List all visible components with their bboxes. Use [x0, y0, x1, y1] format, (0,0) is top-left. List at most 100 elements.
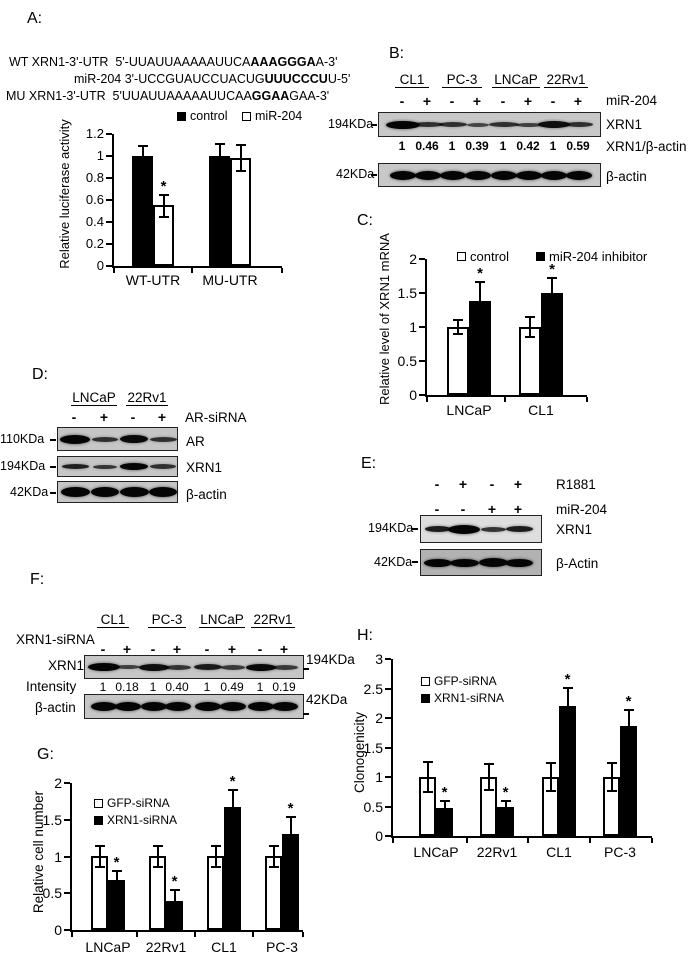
bar-control: [209, 156, 230, 266]
lane-sign: +: [99, 409, 109, 425]
error-cap: [562, 723, 573, 726]
legend-swatch: [177, 112, 186, 121]
y-tick: [419, 326, 425, 328]
protein-band: [119, 487, 149, 497]
band-value: 0.59: [566, 139, 590, 153]
treatment-label: miR-204: [606, 93, 658, 108]
protein-band: [92, 436, 118, 442]
legend-swatch: [421, 694, 430, 703]
lane-sign: +: [513, 476, 523, 492]
error-bar: [156, 846, 159, 867]
protein-band: [480, 526, 506, 532]
blot-label: 42KDa: [374, 555, 413, 569]
y-tick-label: 0: [96, 258, 104, 273]
bar-xrn1-sirna: [166, 901, 183, 930]
legend-label: control: [190, 109, 228, 123]
error-cap: [453, 319, 463, 322]
lane-sign: -: [150, 641, 156, 657]
bar-control: [447, 327, 469, 395]
lane-sign: -: [500, 93, 506, 109]
blot-box: [378, 163, 601, 187]
y-tick: [385, 687, 391, 690]
y-tick-label: 0.5: [42, 885, 62, 902]
sequence-line-mir204: miR-204 3'-UCCGUAUCCUACUGUUUCCCUU-5': [74, 72, 351, 86]
protein-band: [505, 526, 533, 532]
blot-box: [420, 515, 542, 543]
lane-sign: -: [399, 93, 405, 109]
error-cap: [210, 865, 221, 868]
protein-band: [467, 122, 489, 127]
treatment-label: miR-204: [556, 502, 608, 517]
cell-line-header: LNCaP: [71, 390, 117, 406]
band-value: 0.39: [465, 139, 489, 153]
blot-label: XRN1: [606, 117, 643, 132]
protein-band: [248, 702, 274, 711]
sequence-line-mu-utr: MU XRN1-3'-UTR 5'UUAUUAAAAAUUCAAGGAAGAA-…: [6, 89, 330, 103]
cell-line-header: LNCaP: [199, 612, 245, 628]
lane-sign: +: [172, 641, 182, 657]
bar-xrn1-sirna: [282, 834, 299, 930]
y-tick-label: 0.6: [85, 192, 104, 207]
x-tick: [281, 268, 283, 273]
x-axis: [70, 930, 303, 932]
error-bar: [214, 846, 217, 867]
error-cap: [483, 788, 494, 791]
band-value: 1: [203, 680, 211, 694]
category-label: LNCaP: [446, 402, 492, 418]
y-tick: [106, 243, 112, 245]
protein-band: [88, 663, 120, 671]
y-tick-label: 1: [375, 769, 383, 785]
blot-text: XRN1-siRNA: [16, 632, 95, 647]
protein-band: [149, 436, 177, 442]
kda-tick: [371, 174, 377, 176]
legend-label: control: [470, 249, 510, 264]
blot-label: XRN1: [186, 460, 223, 475]
protein-band: [91, 487, 119, 497]
error-cap: [439, 799, 450, 802]
protein-band: [195, 702, 221, 711]
error-cap: [210, 845, 221, 848]
error-cap: [152, 865, 163, 868]
protein-band: [116, 665, 140, 669]
legend-swatch: [457, 252, 466, 261]
blot-box: [378, 112, 601, 137]
error-cap: [169, 889, 180, 892]
band-value: 1: [549, 139, 557, 153]
error-cap: [152, 845, 163, 848]
error-cap: [475, 281, 485, 284]
x-tick: [651, 838, 653, 843]
y-tick: [64, 855, 70, 858]
bar-mir-204-inhibitor: [541, 293, 563, 395]
kda-tick: [50, 439, 56, 441]
treatment-label: AR-siRNA: [185, 410, 247, 425]
bar-control: [132, 156, 153, 266]
error-cap: [547, 306, 557, 309]
protein-band: [489, 122, 519, 127]
lane-sign: +: [422, 93, 432, 109]
y-tick: [64, 892, 70, 895]
lane-sign: -: [489, 476, 495, 492]
protein-band: [566, 170, 592, 180]
error-cap: [169, 909, 180, 912]
legend-label: GFP-siRNA: [107, 796, 170, 810]
y-tick: [106, 199, 112, 201]
error-bar: [115, 871, 118, 889]
error-bar: [457, 320, 459, 334]
band-value: 1: [448, 139, 456, 153]
category-label: PC-3: [266, 939, 298, 955]
error-cap: [268, 865, 279, 868]
y-tick: [419, 292, 425, 294]
x-tick: [190, 268, 193, 273]
band-value: 0.18: [115, 680, 139, 694]
bar-xrn1-sirna: [497, 807, 514, 836]
protein-band: [505, 558, 533, 567]
error-bar: [289, 816, 292, 853]
bar-xrn1-sirna: [224, 807, 241, 930]
category-label: LNCaP: [85, 939, 131, 955]
significance-asterisk: *: [502, 784, 509, 802]
blot-box: [420, 549, 542, 576]
y-tick: [106, 221, 112, 223]
protein-band: [120, 463, 148, 470]
x-tick: [302, 932, 304, 937]
y-tick: [385, 835, 391, 837]
